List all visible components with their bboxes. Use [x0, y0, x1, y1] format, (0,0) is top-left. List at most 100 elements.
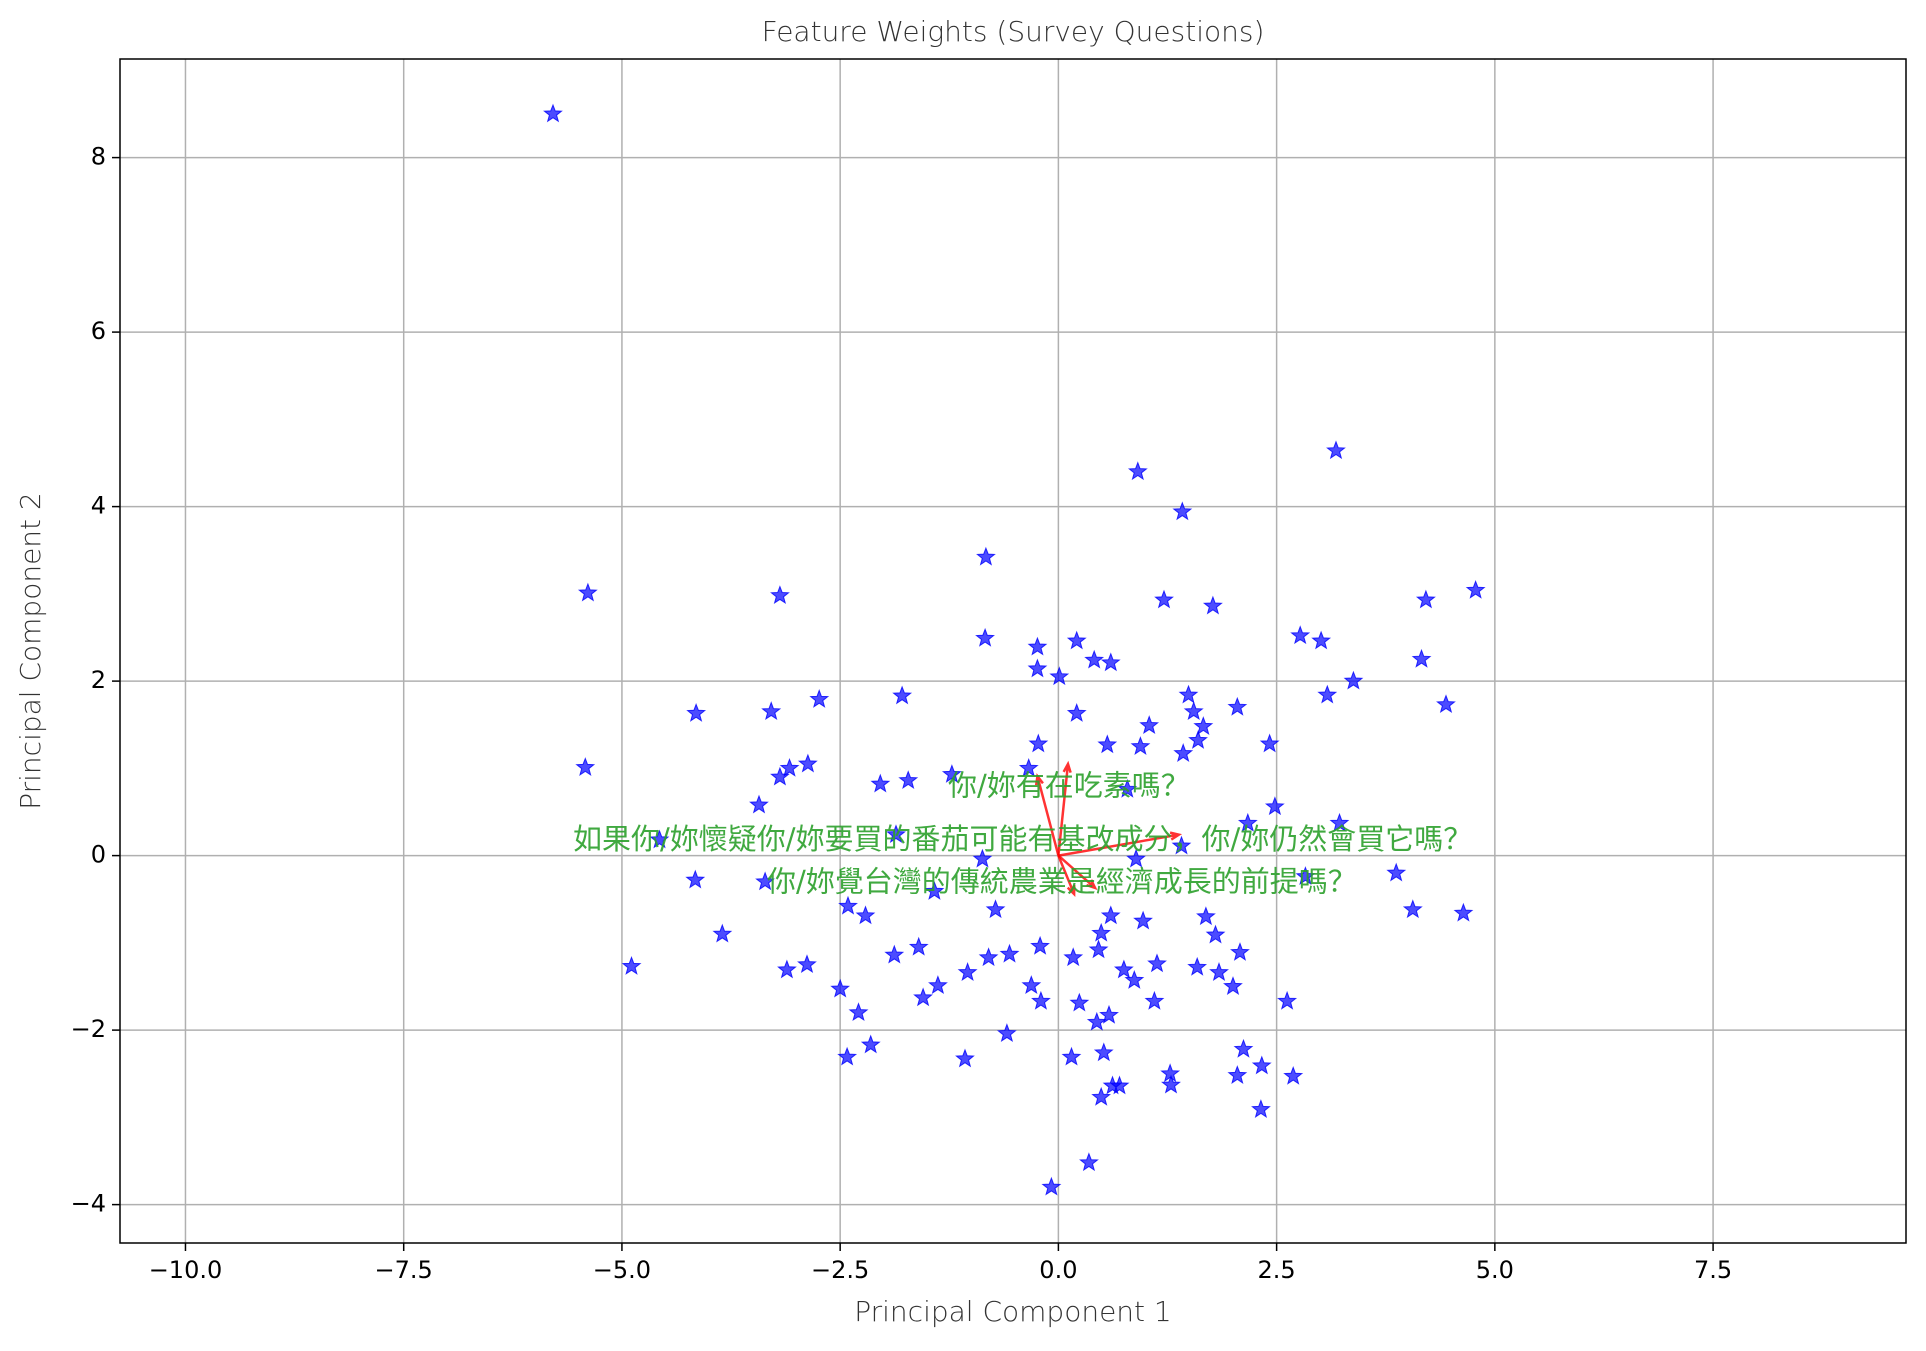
data-point	[1027, 658, 1048, 678]
data-point	[1126, 848, 1146, 868]
data-point	[1031, 990, 1051, 1010]
y-tick-label: −4	[71, 1190, 106, 1218]
y-tick-label: −2	[71, 1015, 106, 1043]
data-point	[1124, 969, 1145, 989]
data-point	[1171, 835, 1192, 855]
data-point	[1415, 589, 1436, 609]
data-point	[1066, 630, 1087, 650]
data-point	[1041, 1176, 1062, 1196]
data-point	[957, 962, 978, 981]
data-point	[1061, 1046, 1082, 1066]
data-point	[1411, 648, 1432, 668]
chart-title: Feature Weights (Survey Questions)	[762, 15, 1265, 48]
data-point	[1018, 757, 1039, 777]
data-point	[1147, 953, 1167, 973]
data-point	[1277, 990, 1298, 1010]
data-point	[855, 905, 876, 925]
data-point	[1091, 922, 1112, 942]
data-point	[1183, 701, 1204, 721]
data-point	[1079, 1152, 1099, 1172]
data-point	[892, 685, 913, 705]
data-point	[1084, 649, 1105, 669]
data-point	[996, 1023, 1017, 1043]
x-tick-label: −7.5	[375, 1256, 433, 1284]
data-point	[797, 954, 817, 974]
plot-frame	[119, 58, 1907, 1244]
loading-arrow	[1057, 855, 1076, 897]
data-point	[1172, 501, 1193, 521]
data-point	[972, 848, 993, 868]
data-point	[1329, 812, 1350, 832]
data-point	[1178, 684, 1199, 704]
y-tick-label: 6	[91, 317, 106, 345]
data-point	[1100, 652, 1121, 672]
data-point	[1154, 589, 1174, 609]
data-point	[1093, 1042, 1114, 1062]
data-point	[1402, 899, 1423, 919]
data-point	[649, 829, 670, 849]
data-point	[1196, 906, 1216, 926]
data-point	[577, 582, 598, 602]
data-point	[1188, 729, 1208, 749]
x-tick-label: −5.0	[593, 1256, 651, 1284]
data-point	[1088, 939, 1109, 959]
data-point	[1251, 1099, 1271, 1118]
data-point	[621, 955, 642, 975]
data-point	[1049, 666, 1070, 686]
x-tick-label: −10.0	[149, 1256, 223, 1284]
y-tick-label: 8	[91, 143, 106, 171]
data-point	[761, 701, 782, 721]
data-point	[1227, 696, 1248, 716]
data-point	[686, 702, 707, 722]
x-tick-label: 7.5	[1694, 1256, 1732, 1284]
y-axis-label: Principal Component 2	[14, 492, 47, 810]
data-point	[860, 1034, 881, 1054]
data-point	[1144, 990, 1165, 1010]
data-point	[924, 880, 945, 900]
data-point	[797, 753, 818, 773]
data-point	[1251, 1055, 1272, 1075]
data-point	[749, 794, 769, 814]
loading-arrow	[1058, 831, 1183, 857]
x-tick-label: −2.5	[811, 1256, 869, 1284]
data-point	[1227, 1065, 1248, 1084]
data-point	[543, 103, 563, 123]
data-point	[1127, 461, 1148, 481]
data-point	[837, 1046, 858, 1066]
data-point	[685, 869, 706, 889]
annotation: 你/妳覺台灣的傳統農業是經濟成長的前提嗎？	[767, 865, 1357, 899]
loading-arrow	[1057, 760, 1072, 856]
loading-arrow	[1034, 773, 1060, 856]
data-point	[1027, 636, 1048, 656]
data-point	[1161, 1074, 1181, 1094]
data-point	[1091, 1086, 1112, 1106]
data-point	[978, 947, 999, 967]
data-point	[898, 770, 919, 789]
data-point	[1283, 1065, 1304, 1085]
data-point	[870, 773, 891, 793]
data-point	[575, 757, 596, 776]
data-point	[908, 936, 929, 956]
y-tick-label: 0	[91, 841, 106, 869]
data-point	[1264, 796, 1285, 816]
annotation: 如果你/妳懷疑你/妳要買的番茄可能有基改成分，你/妳仍然會買它嗎？	[573, 822, 1472, 856]
data-point	[848, 1002, 869, 1022]
data-point	[1230, 942, 1250, 961]
y-tick-label: 4	[91, 492, 106, 520]
data-point	[1317, 684, 1338, 704]
data-point	[1109, 1075, 1130, 1095]
data-point	[884, 944, 905, 964]
data-point	[1290, 625, 1311, 645]
data-point	[1386, 862, 1407, 882]
data-point	[1465, 579, 1486, 599]
data-point	[1187, 956, 1208, 976]
loading-arrow	[1057, 854, 1098, 891]
data-point	[1343, 670, 1364, 690]
data-point	[1117, 778, 1138, 798]
data-point	[1066, 702, 1087, 722]
data-point	[1100, 905, 1121, 925]
data-point	[1295, 866, 1316, 885]
data-point	[1259, 733, 1280, 753]
data-point	[1063, 947, 1084, 967]
